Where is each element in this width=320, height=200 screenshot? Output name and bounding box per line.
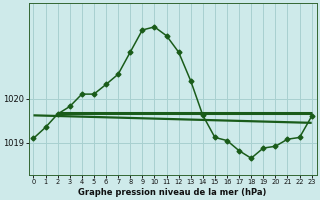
X-axis label: Graphe pression niveau de la mer (hPa): Graphe pression niveau de la mer (hPa) [78, 188, 267, 197]
